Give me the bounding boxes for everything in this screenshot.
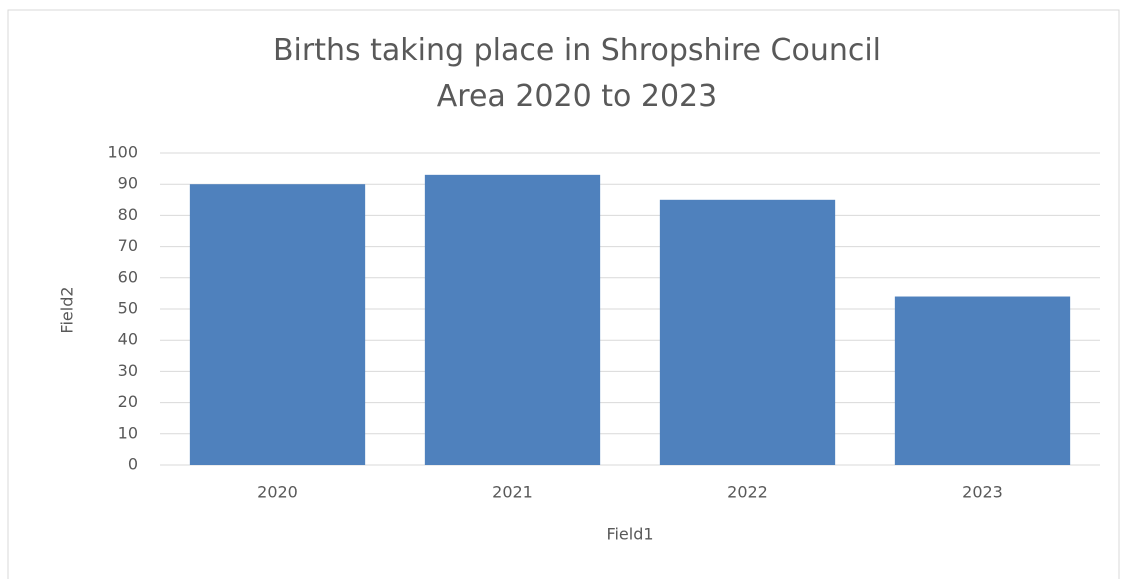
y-tick-label: 60 [118, 267, 138, 286]
x-tick-label: 2022 [727, 483, 768, 502]
y-tick-label: 50 [118, 299, 138, 318]
bar [189, 184, 366, 465]
y-tick-label: 30 [118, 361, 138, 380]
bar [424, 174, 601, 465]
chart-title: Births taking place in Shropshire Counci… [272, 33, 882, 114]
y-tick-label: 20 [118, 392, 138, 411]
y-tick-label: 90 [118, 174, 138, 193]
y-tick-label: 80 [118, 205, 138, 224]
x-tick-label: 2020 [257, 483, 298, 502]
y-tick-label: 40 [118, 330, 138, 349]
x-axis-label: Field1 [606, 525, 653, 544]
bar [894, 296, 1071, 465]
y-tick-label: 100 [107, 143, 138, 162]
y-axis-label: Field2 [58, 286, 77, 333]
y-tick-label: 70 [118, 236, 138, 255]
bar [659, 199, 836, 466]
x-tick-label: 2023 [962, 483, 1003, 502]
y-tick-label: 0 [128, 455, 138, 474]
y-tick-label: 10 [118, 423, 138, 442]
x-tick-label: 2021 [492, 483, 533, 502]
